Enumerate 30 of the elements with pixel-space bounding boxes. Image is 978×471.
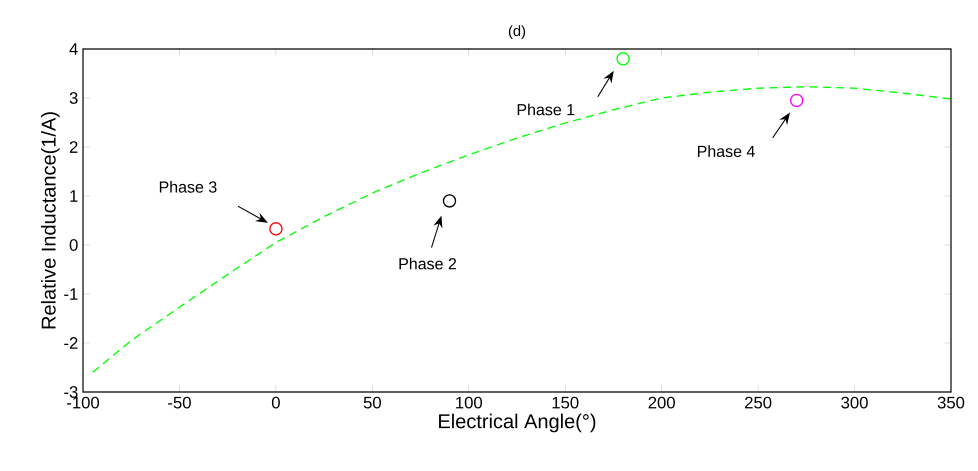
y-tick-label: 0 [70, 239, 78, 251]
x-tick-label: 350 [938, 396, 964, 408]
x-tick-label: 100 [456, 396, 482, 408]
annotation: Phase 4 [698, 145, 755, 157]
x-tick-label: 250 [745, 396, 772, 408]
x-axis-title: Electrical Angle(°) [439, 414, 596, 432]
y-tick-label: 2 [70, 141, 78, 153]
x-tick-label: -50 [168, 396, 191, 408]
chart-title: (d) [508, 25, 526, 39]
y-tick-label: -2 [64, 337, 78, 349]
point [269, 222, 283, 236]
x-tick-label: 150 [552, 396, 578, 408]
x-tick-label: 0 [272, 396, 280, 408]
y-tick-label: -3 [64, 386, 78, 398]
y-tick-label: -1 [64, 288, 78, 300]
x-tick-label: -100 [67, 396, 100, 408]
line-series [92, 86, 952, 374]
y-axis-title: Relative Inductance(1/A) [41, 112, 60, 328]
x-tick-label: 50 [364, 396, 381, 408]
x-tick-label: 300 [841, 396, 868, 408]
annotation: Phase 3 [160, 180, 217, 193]
annotation: Phase 2 [399, 258, 456, 270]
y-tick-label: 3 [70, 92, 78, 104]
point [790, 94, 804, 108]
x-tick-label: 200 [648, 396, 675, 408]
annotation: Phase 1 [518, 104, 574, 116]
point [616, 52, 630, 66]
y-tick-label: 4 [69, 43, 78, 55]
point [442, 194, 456, 208]
y-tick-label: 1 [70, 190, 78, 202]
